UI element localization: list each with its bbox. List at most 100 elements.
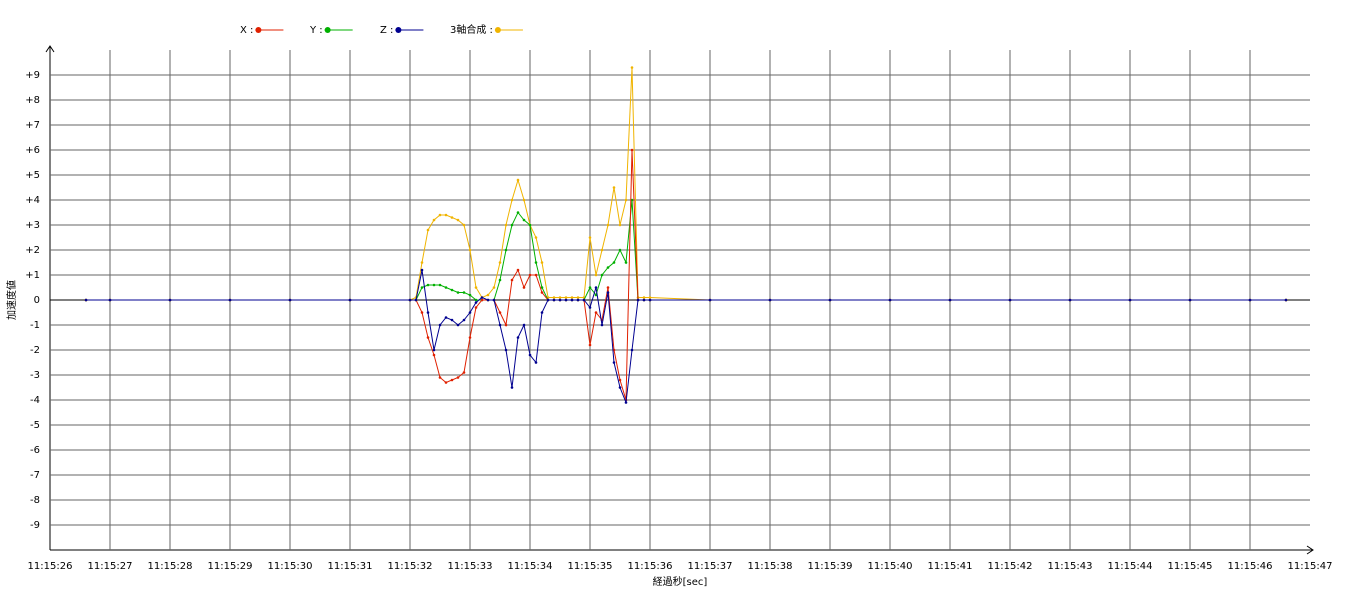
data-point bbox=[510, 386, 514, 389]
data-point bbox=[558, 298, 562, 302]
data-point bbox=[426, 336, 430, 339]
data-point bbox=[624, 261, 628, 264]
data-point bbox=[570, 298, 574, 302]
data-point bbox=[588, 306, 592, 309]
data-point bbox=[588, 236, 592, 239]
data-point bbox=[948, 298, 952, 302]
data-point bbox=[534, 261, 538, 264]
data-point bbox=[492, 286, 496, 289]
data-point bbox=[498, 323, 502, 327]
x-tick-label: 11:15:39 bbox=[808, 561, 853, 572]
data-point bbox=[414, 298, 418, 302]
series-line bbox=[86, 67, 1286, 301]
legend-marker bbox=[494, 27, 501, 33]
data-point bbox=[648, 298, 652, 302]
data-point bbox=[1284, 298, 1288, 302]
data-point bbox=[642, 298, 646, 302]
y-tick-label: -6 bbox=[30, 445, 40, 456]
data-point bbox=[474, 298, 478, 302]
data-point bbox=[576, 298, 580, 302]
data-point bbox=[444, 213, 448, 217]
data-point bbox=[606, 291, 610, 294]
y-tick-label: -2 bbox=[30, 345, 40, 356]
data-point bbox=[708, 298, 712, 302]
data-point bbox=[426, 283, 430, 287]
data-point bbox=[462, 371, 466, 374]
x-tick-label: 11:15:34 bbox=[508, 561, 553, 572]
data-point bbox=[888, 298, 892, 302]
data-point bbox=[168, 298, 172, 302]
data-point bbox=[432, 353, 436, 357]
x-tick-label: 11:15:45 bbox=[1168, 561, 1213, 572]
data-point bbox=[462, 291, 466, 294]
data-point bbox=[1188, 298, 1192, 302]
data-point bbox=[438, 283, 442, 287]
data-point bbox=[534, 361, 538, 364]
data-point bbox=[828, 298, 832, 302]
data-point bbox=[486, 293, 490, 297]
x-tick-label: 11:15:32 bbox=[388, 561, 433, 572]
data-point bbox=[468, 336, 472, 339]
x-tick-label: 11:15:29 bbox=[208, 561, 253, 572]
data-point bbox=[1008, 298, 1012, 302]
data-point bbox=[600, 323, 604, 327]
data-point bbox=[588, 286, 592, 289]
data-point bbox=[504, 248, 508, 252]
data-point bbox=[600, 248, 604, 252]
y-axis-arrow bbox=[45, 45, 55, 53]
y-tick-label: +5 bbox=[25, 170, 40, 181]
y-tick-label: +7 bbox=[25, 120, 40, 131]
data-point bbox=[108, 298, 112, 302]
data-point bbox=[606, 266, 610, 269]
data-point bbox=[432, 348, 436, 352]
data-point bbox=[642, 296, 646, 299]
data-point bbox=[1068, 298, 1072, 302]
data-point bbox=[498, 261, 502, 264]
data-point bbox=[606, 223, 610, 227]
data-point bbox=[630, 198, 634, 202]
data-point bbox=[1128, 298, 1132, 302]
x-axis-label: 経過秒[sec] bbox=[653, 575, 708, 588]
x-tick-label: 11:15:27 bbox=[88, 561, 133, 572]
data-point bbox=[444, 316, 448, 319]
data-point bbox=[600, 273, 604, 277]
data-point bbox=[528, 353, 532, 357]
data-point bbox=[648, 296, 652, 299]
data-point bbox=[594, 311, 598, 314]
data-point bbox=[510, 223, 514, 227]
x-tick-label: 11:15:43 bbox=[1048, 561, 1093, 572]
data-point bbox=[516, 268, 520, 272]
data-point bbox=[348, 298, 352, 302]
data-point bbox=[456, 323, 460, 327]
data-point bbox=[84, 298, 88, 302]
x-tick-label: 11:15:30 bbox=[268, 561, 313, 572]
data-point bbox=[480, 298, 484, 302]
data-point bbox=[426, 228, 430, 232]
data-point bbox=[450, 216, 454, 219]
data-point bbox=[630, 148, 634, 152]
legend-marker bbox=[324, 27, 331, 33]
data-point bbox=[474, 286, 478, 289]
data-point bbox=[450, 318, 454, 322]
data-point bbox=[480, 296, 484, 299]
legend-label: 3軸合成 : bbox=[450, 23, 493, 36]
y-tick-label: -7 bbox=[30, 470, 40, 481]
data-point bbox=[540, 286, 544, 289]
data-point bbox=[576, 296, 580, 299]
data-point bbox=[462, 223, 466, 227]
data-point bbox=[606, 286, 610, 289]
data-point bbox=[534, 236, 538, 239]
data-point bbox=[522, 323, 526, 327]
legend-label: Y : bbox=[309, 25, 323, 36]
y-tick-label: +8 bbox=[25, 95, 40, 106]
data-point bbox=[612, 361, 616, 364]
x-tick-label: 11:15:26 bbox=[28, 561, 73, 572]
data-point bbox=[618, 386, 622, 389]
data-point bbox=[474, 301, 478, 304]
data-point bbox=[456, 291, 460, 294]
x-tick-label: 11:15:41 bbox=[928, 561, 973, 572]
data-point bbox=[558, 296, 562, 299]
data-point bbox=[768, 298, 772, 302]
data-point bbox=[432, 218, 436, 222]
data-point bbox=[618, 378, 622, 382]
